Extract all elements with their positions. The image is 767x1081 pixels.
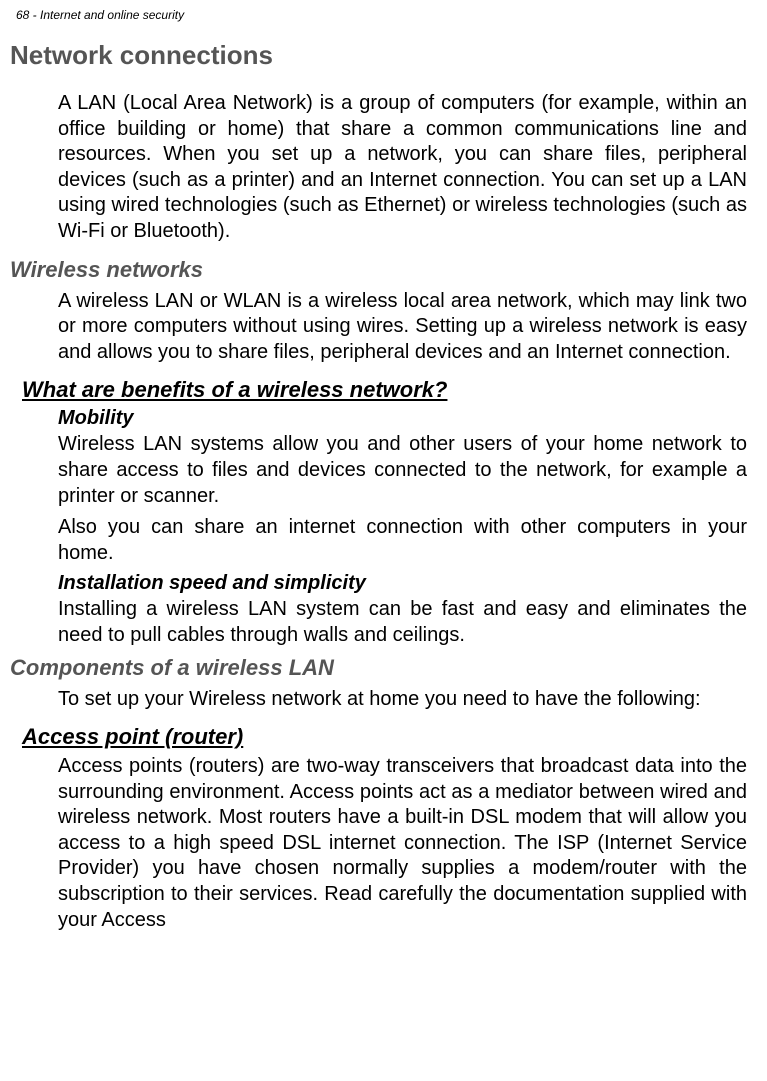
wireless-networks-heading: Wireless networks — [10, 257, 747, 283]
access-point-paragraph: Access points (routers) are two-way tran… — [58, 754, 747, 933]
access-point-heading: Access point (router) — [22, 724, 747, 750]
components-paragraph: To set up your Wireless network at home … — [58, 687, 747, 713]
benefits-heading: What are benefits of a wireless network? — [22, 377, 747, 403]
mobility-paragraph-1: Wireless LAN systems allow you and other… — [58, 432, 747, 509]
intro-paragraph: A LAN (Local Area Network) is a group of… — [58, 91, 747, 245]
page-header: 68 - Internet and online security — [16, 8, 747, 22]
wireless-paragraph: A wireless LAN or WLAN is a wireless loc… — [58, 289, 747, 366]
install-heading: Installation speed and simplicity — [58, 572, 747, 595]
components-heading: Components of a wireless LAN — [10, 655, 747, 681]
mobility-heading: Mobility — [58, 407, 747, 430]
main-heading: Network connections — [10, 40, 747, 71]
mobility-paragraph-2: Also you can share an internet connectio… — [58, 515, 747, 566]
install-paragraph: Installing a wireless LAN system can be … — [58, 597, 747, 648]
